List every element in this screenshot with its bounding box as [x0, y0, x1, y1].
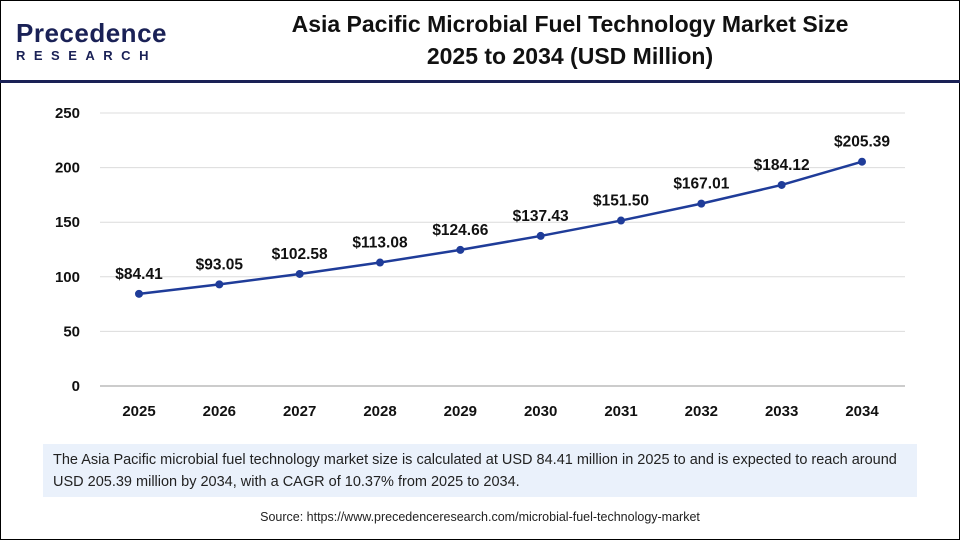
data-point	[617, 216, 625, 225]
data-point	[777, 180, 786, 189]
header-divider	[0, 80, 960, 83]
x-tick-label: 2025	[122, 403, 155, 420]
data-label: $137.43	[513, 208, 569, 225]
title-line-1: Asia Pacific Microbial Fuel Technology M…	[291, 11, 849, 37]
x-tick-label: 2034	[845, 403, 879, 420]
y-tick-label: 200	[55, 160, 80, 177]
data-label: $84.41	[115, 266, 163, 283]
description-box: The Asia Pacific microbial fuel technolo…	[43, 444, 917, 497]
y-tick-label: 50	[63, 323, 80, 340]
data-label: $93.05	[196, 256, 244, 273]
data-point	[456, 245, 465, 254]
data-label: $167.01	[673, 176, 729, 193]
logo: Precedence RESEARCH	[16, 20, 166, 65]
data-label: $113.08	[352, 235, 408, 252]
logo-subtitle: RESEARCH	[16, 48, 157, 63]
chart-title: Asia Pacific Microbial Fuel Technology M…	[210, 8, 930, 72]
source-text: Source: https://www.precedenceresearch.c…	[260, 510, 700, 524]
x-tick-label: 2032	[685, 403, 718, 420]
x-tick-label: 2029	[444, 403, 477, 420]
logo-wordmark: Precedence	[16, 18, 167, 48]
data-point	[215, 280, 224, 289]
x-tick-label: 2033	[765, 403, 798, 420]
data-point	[135, 289, 143, 298]
data-label: $151.50	[593, 193, 649, 210]
x-tick-label: 2028	[363, 403, 396, 420]
data-point	[295, 269, 304, 278]
data-point	[536, 231, 545, 240]
y-tick-label: 250	[55, 105, 80, 122]
title-line-2: 2025 to 2034 (USD Million)	[426, 43, 714, 69]
y-tick-label: 0	[72, 378, 80, 395]
x-tick-label: 2030	[524, 403, 557, 420]
data-label: $124.66	[432, 222, 488, 239]
y-tick-label: 150	[55, 214, 80, 231]
data-label: $184.12	[754, 157, 810, 174]
data-label: $205.39	[834, 134, 890, 151]
y-tick-label: 100	[55, 269, 80, 286]
data-point	[858, 157, 866, 166]
x-tick-label: 2027	[283, 403, 316, 420]
data-point	[376, 258, 384, 267]
x-tick-label: 2026	[203, 403, 236, 420]
data-point	[697, 199, 706, 208]
series-line	[138, 160, 863, 296]
x-tick-label: 2031	[604, 403, 637, 420]
data-label: $102.58	[272, 246, 328, 263]
